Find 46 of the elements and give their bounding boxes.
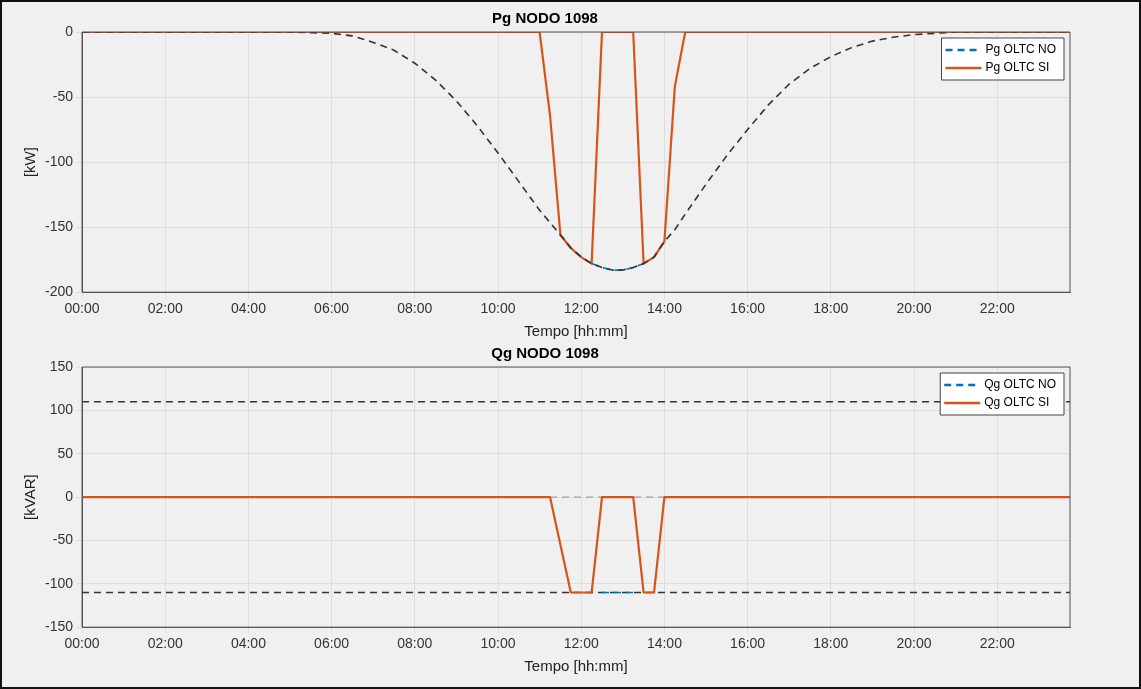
x-tick-label: 18:00 [813, 300, 849, 317]
chart-title: Pg NODO 1098 [492, 9, 598, 27]
x-tick-label: 06:00 [314, 635, 350, 652]
x-tick-label: 22:00 [979, 635, 1015, 652]
x-tick-label: 18:00 [813, 635, 849, 652]
y-tick-label: 0 [65, 487, 74, 504]
x-tick-label: 08:00 [397, 635, 433, 652]
x-tick-label: 00:00 [64, 300, 100, 317]
x-tick-label: 04:00 [230, 635, 267, 652]
y-axis-title: [kW] [21, 147, 39, 178]
x-tick-label: 02:00 [147, 300, 183, 317]
legend-label: Qg OLTC SI [984, 395, 1050, 410]
chart-title: Qg NODO 1098 [491, 344, 599, 362]
x-tick-label: 22:00 [979, 300, 1015, 317]
x-tick-label: 08:00 [397, 300, 433, 317]
y-tick-label: -100 [44, 574, 74, 591]
legend-label: Pg OLTC SI [985, 60, 1050, 75]
x-tick-label: 12:00 [563, 300, 599, 317]
x-tick-label: 10:00 [480, 300, 516, 317]
y-tick-label: -50 [52, 531, 74, 548]
y-tick-label: -50 [52, 87, 74, 104]
y-tick-label: 0 [65, 22, 74, 39]
x-axis-title: Tempo [hh:mm] [524, 322, 628, 340]
x-tick-label: 06:00 [314, 300, 350, 317]
x-tick-label: 16:00 [730, 300, 766, 317]
y-tick-label: 150 [49, 357, 74, 374]
y-axis-title: [kVAR] [21, 474, 39, 520]
x-tick-label: 14:00 [646, 635, 683, 652]
legend-label: Qg OLTC NO [984, 377, 1057, 392]
x-tick-label: 14:00 [646, 300, 683, 317]
y-tick-label: -100 [44, 152, 74, 169]
x-tick-label: 20:00 [896, 635, 932, 652]
x-axis-title: Tempo [hh:mm] [524, 657, 628, 675]
y-tick-label: -150 [44, 618, 74, 635]
y-tick-label: 50 [57, 444, 74, 461]
x-tick-label: 10:00 [480, 635, 516, 652]
y-tick-label: -150 [44, 218, 74, 235]
x-tick-label: 00:00 [64, 635, 100, 652]
legend-label: Pg OLTC NO [985, 42, 1057, 57]
y-tick-label: 100 [49, 401, 74, 418]
y-tick-label: -200 [44, 283, 74, 300]
x-tick-label: 12:00 [563, 635, 599, 652]
x-tick-label: 04:00 [230, 300, 267, 317]
x-tick-label: 02:00 [147, 635, 183, 652]
x-tick-label: 16:00 [730, 635, 766, 652]
x-tick-label: 20:00 [896, 300, 932, 317]
